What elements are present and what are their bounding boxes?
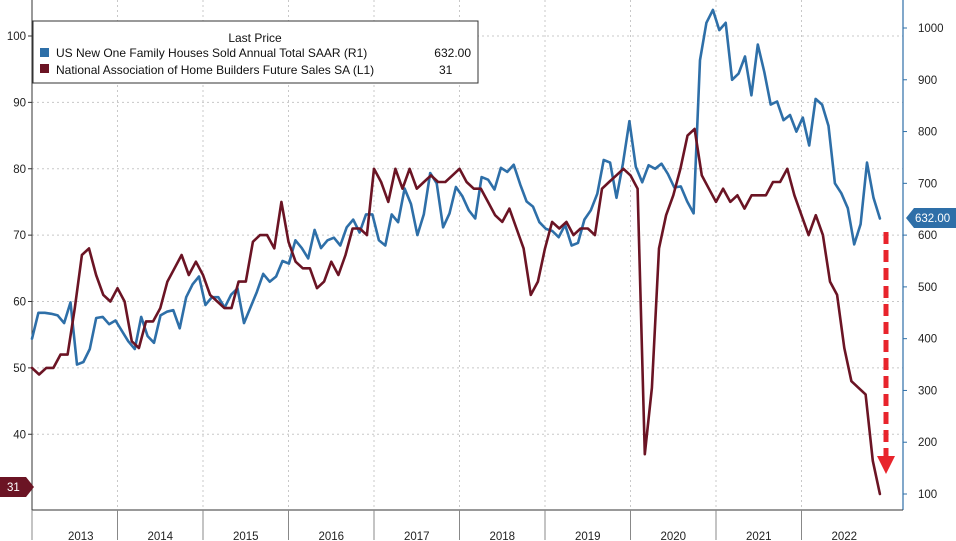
x-tick-label: 2020 [660,531,686,541]
right-tick-label: 300 [918,385,937,397]
legend-label-future-sales: National Association of Home Builders Fu… [56,63,374,77]
left-tick-label: 100 [7,31,26,43]
left-tick-label: 50 [13,363,26,375]
legend-value-houses-sold: 632.00 [434,46,471,60]
right-tick-label: 100 [918,489,937,501]
gridlines [32,0,903,510]
legend-swatch-houses-sold [40,48,49,57]
legend-swatch-future-sales [40,64,49,73]
x-tick-label: 2013 [68,531,94,541]
x-tick-label: 2018 [489,531,515,541]
series-layer [30,8,882,496]
right-tick-label: 800 [918,127,937,139]
legend-value-future-sales: 31 [439,63,453,77]
x-tick-label: 2017 [404,531,430,541]
series-line-1 [30,127,882,496]
axes: 40 50 60 70 80 90 100 100 200 300 400 500 600 700 800 9… [7,0,944,541]
left-value-badge: 31 [0,477,34,497]
legend-title: Last Price [228,31,282,45]
x-tick-label: 2015 [233,531,259,541]
left-badge-label: 31 [7,482,20,494]
right-tick-label: 700 [918,178,937,190]
x-tick-label: 2019 [575,531,601,541]
left-tick-label: 90 [13,97,26,109]
left-tick-label: 60 [13,297,26,309]
x-tick-label: 2021 [746,531,772,541]
legend-label-houses-sold: US New One Family Houses Sold Annual Tot… [56,46,367,60]
left-tick-label: 70 [13,230,26,242]
right-tick-label: 400 [918,334,937,346]
right-tick-label: 900 [918,75,937,87]
right-tick-label: 500 [918,282,937,294]
decline-arrow [877,232,895,474]
left-tick-label: 80 [13,164,26,176]
left-tick-label: 40 [13,429,26,441]
series-line-0 [30,8,882,366]
x-tick-label: 2014 [147,531,173,541]
right-value-badge: 632.00 [906,208,956,228]
x-tick-label: 2022 [831,531,857,541]
right-tick-label: 600 [918,230,937,242]
right-tick-label: 1000 [918,23,944,35]
right-badge-label: 632.00 [915,213,950,225]
legend: Last Price US New One Family Houses Sold… [32,20,479,84]
right-tick-label: 200 [918,437,937,449]
x-tick-label: 2016 [318,531,344,541]
legend-box [32,20,479,84]
